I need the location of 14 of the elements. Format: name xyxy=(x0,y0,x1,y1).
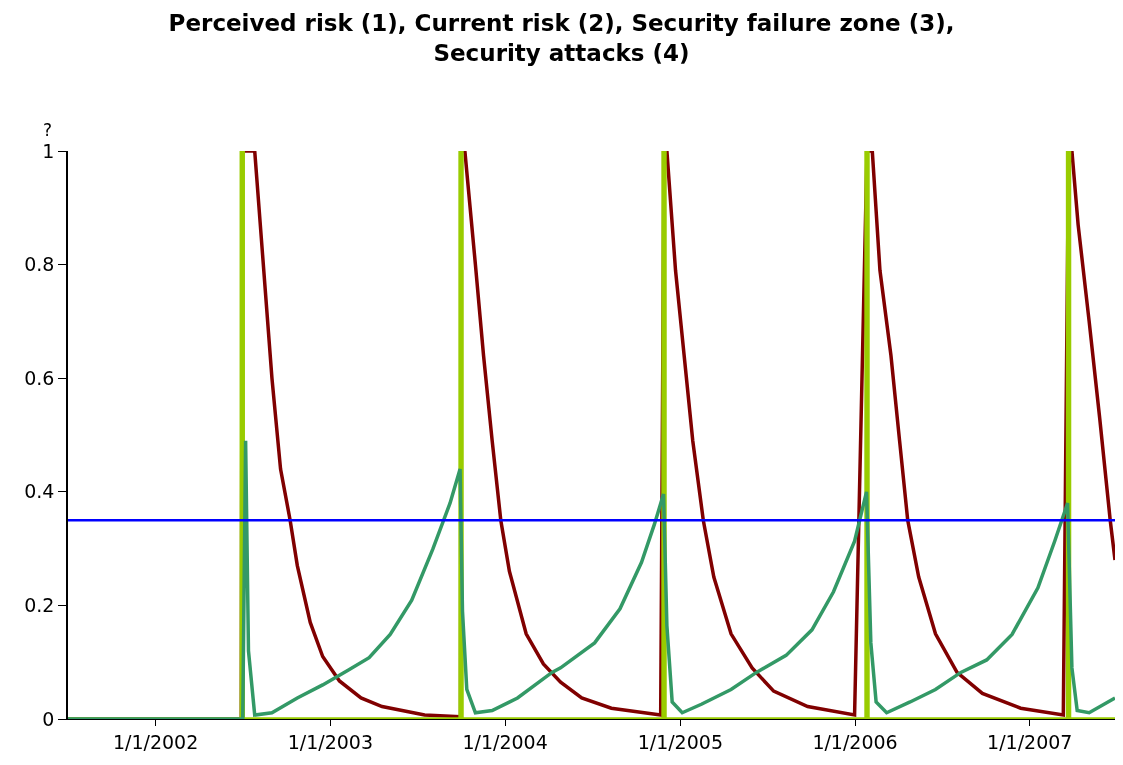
x-tick-label: 1/1/2005 xyxy=(637,730,723,753)
y-tick-label: 0.8 xyxy=(24,253,55,276)
x-tick-label: 1/1/2004 xyxy=(462,730,548,753)
y-axis-title: ? xyxy=(43,120,53,140)
y-tick-label: 0.2 xyxy=(24,594,55,617)
x-tick-label: 1/1/2007 xyxy=(987,730,1073,753)
x-tick-label: 1/1/2006 xyxy=(812,730,898,753)
y-tick-label: 0 xyxy=(42,707,55,730)
y-tick-label: 1 xyxy=(42,139,55,162)
y-tick-label: 0.6 xyxy=(24,366,55,389)
x-tick-label: 1/1/2002 xyxy=(112,730,199,753)
x-tick-label: 1/1/2003 xyxy=(287,730,374,753)
chart-title: Perceived risk (1), Current risk (2), Security failure zone (3), Security attacks (4) xyxy=(168,9,955,66)
y-tick-label: 0.4 xyxy=(24,480,55,503)
